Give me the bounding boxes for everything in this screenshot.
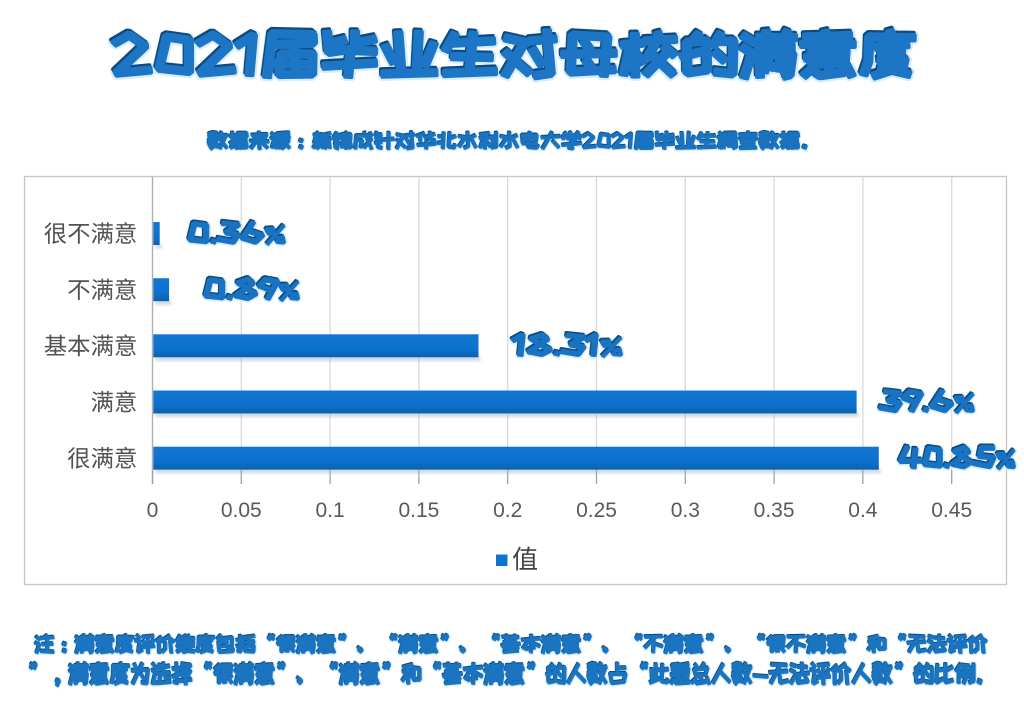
svg-text:0.4: 0.4 <box>848 499 878 522</box>
svg-text:0.15: 0.15 <box>398 499 439 522</box>
svg-text:0.1: 0.1 <box>315 499 344 522</box>
svg-text:0.2: 0.2 <box>493 499 522 522</box>
svg-text:0.05: 0.05 <box>221 499 262 522</box>
svg-text:0.3: 0.3 <box>671 499 700 522</box>
svg-text:0.25: 0.25 <box>576 499 617 522</box>
svg-text:0.35: 0.35 <box>754 499 795 522</box>
svg-text:0: 0 <box>147 499 159 522</box>
svg-text:0.45: 0.45 <box>931 499 972 522</box>
